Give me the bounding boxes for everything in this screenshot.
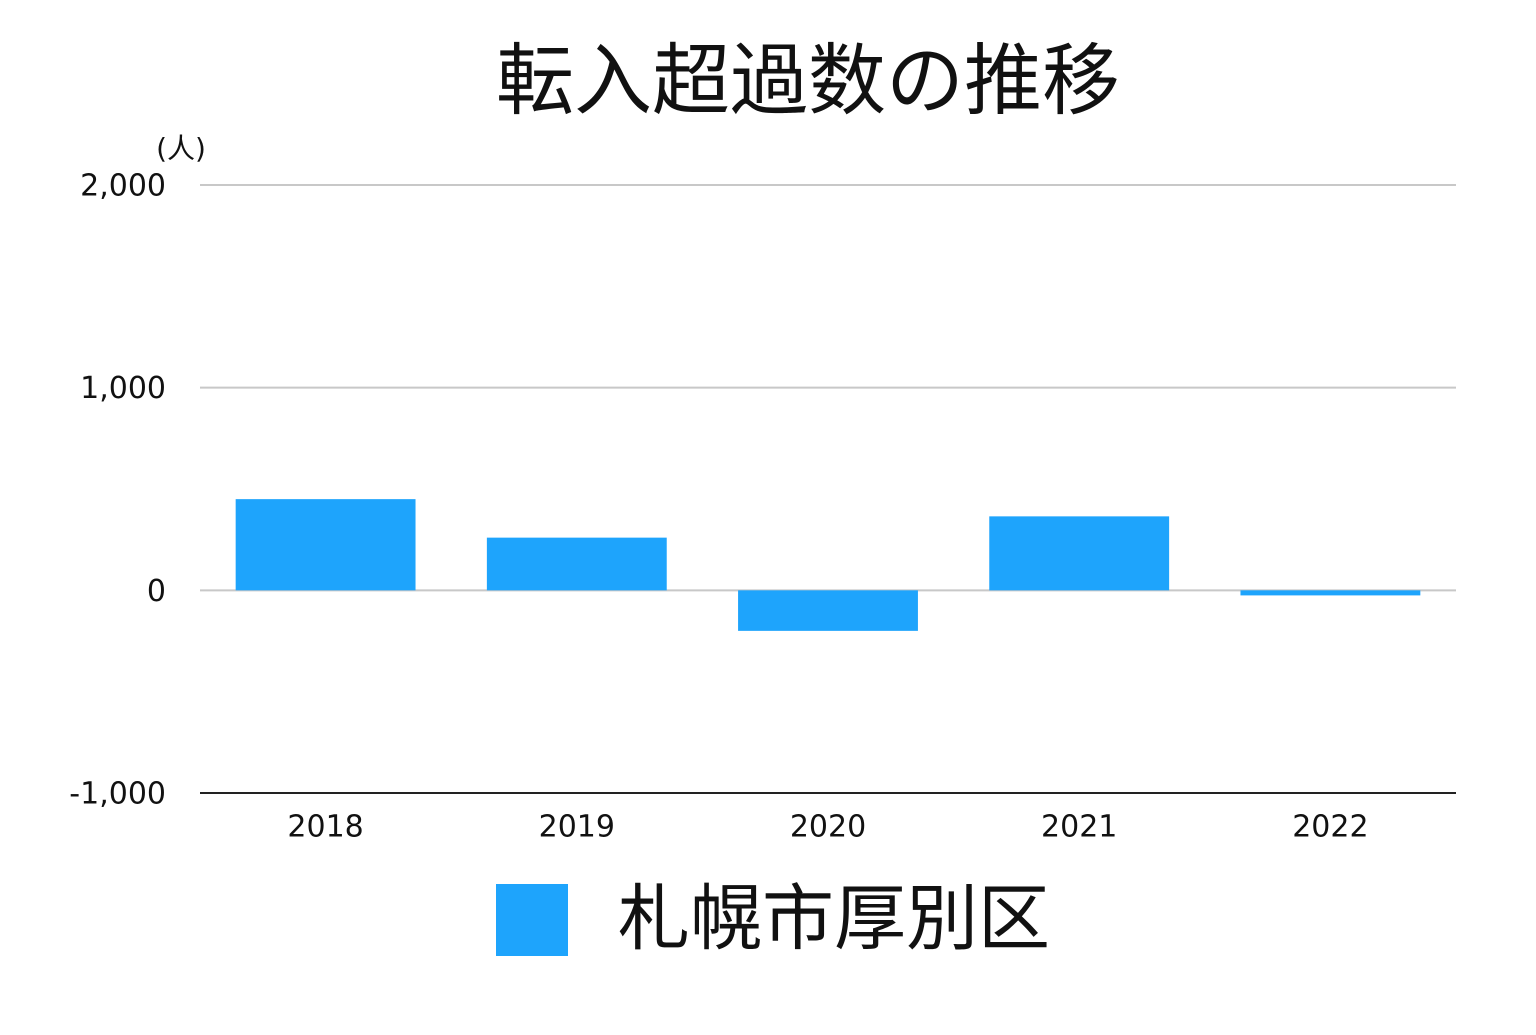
- bar: [1240, 590, 1421, 596]
- x-tick-label: 2021: [1041, 810, 1117, 845]
- x-tick-label: 2022: [1292, 810, 1368, 845]
- y-tick-label: 2,000: [80, 169, 166, 204]
- bar: [486, 537, 667, 591]
- y-axis-unit: (人): [156, 132, 206, 165]
- bar: [235, 499, 416, 591]
- legend-swatch: [496, 884, 568, 956]
- legend-label: 札幌市厚別区: [618, 877, 1050, 961]
- y-tick-label: 0: [147, 574, 166, 609]
- chart-title: 転入超過数の推移: [496, 36, 1120, 126]
- x-tick-label: 2018: [287, 810, 363, 845]
- bar: [738, 590, 918, 631]
- x-tick-label: 2020: [790, 810, 866, 845]
- y-tick-label: 1,000: [80, 371, 166, 406]
- x-tick-label: 2019: [539, 810, 615, 845]
- bar: [989, 516, 1170, 591]
- y-tick-label: -1,000: [69, 777, 166, 812]
